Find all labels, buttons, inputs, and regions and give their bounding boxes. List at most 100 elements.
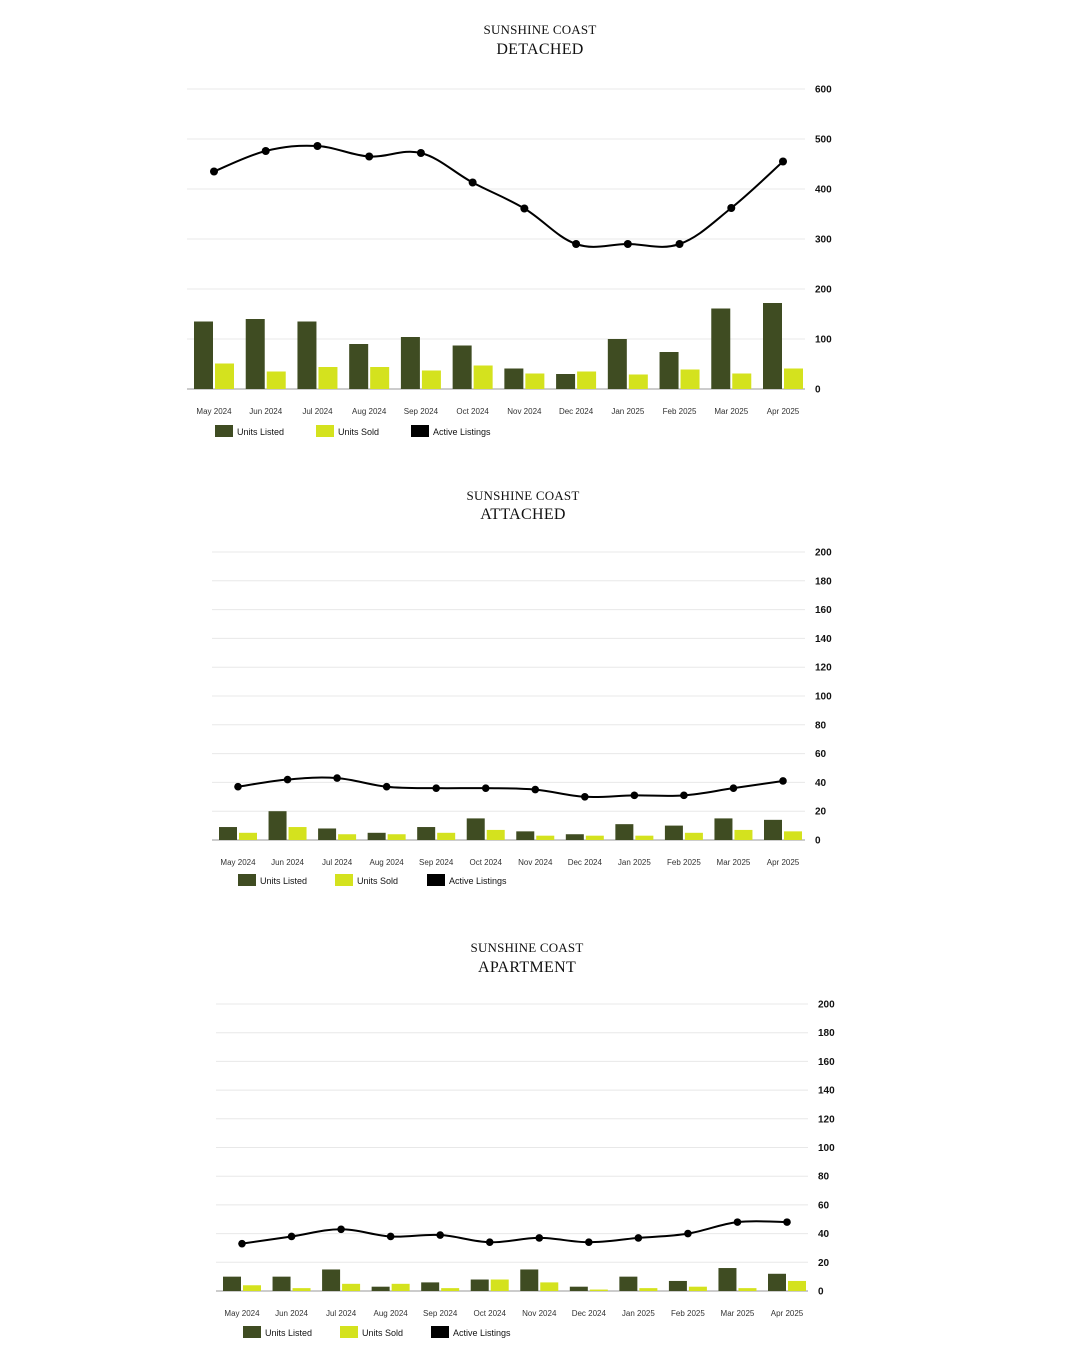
chart-legend: Units Listed Units Sold Active Listings: [243, 1325, 563, 1341]
bar-units-listed: [349, 344, 369, 389]
y-tick-label: 20: [815, 807, 827, 818]
y-tick-label: 100: [815, 692, 832, 703]
line-active-listings: [213, 144, 784, 248]
y-tick-label: 100: [818, 1143, 835, 1154]
y-tick-label: 80: [818, 1172, 830, 1183]
y-tick-label: 120: [815, 663, 832, 674]
legend-label-units-listed: Units Listed: [237, 427, 285, 437]
bar-units-sold: [732, 373, 752, 389]
y-tick-label: 160: [818, 1057, 835, 1068]
point-active-listings: [432, 784, 440, 792]
chart-attached: 0 20 40 60 80 100 120 140 160 180 200 May 2024 Jun 2…: [212, 548, 832, 867]
point-active-listings: [585, 1238, 593, 1247]
legend-label-units-sold: Units Sold: [357, 876, 399, 886]
legend-swatch-active: [431, 1326, 449, 1338]
x-tick-label: Jul 2024: [322, 858, 353, 867]
point-active-listings: [634, 1234, 643, 1242]
bar-units-listed: [400, 337, 420, 389]
bar-units-listed: [619, 1276, 638, 1291]
point-active-listings: [416, 149, 425, 157]
bar-units-listed: [297, 321, 317, 389]
bar-units-sold: [525, 373, 545, 389]
legend-swatch-active: [411, 425, 429, 437]
bar-units-listed: [452, 345, 472, 389]
bar-units-listed: [318, 828, 337, 840]
bar-units-sold: [540, 1282, 559, 1291]
bar-units-sold: [243, 1285, 261, 1291]
y-tick-label: 0: [818, 1287, 824, 1298]
y-tick-label: 140: [815, 634, 832, 645]
point-active-listings: [485, 1238, 494, 1247]
point-active-listings: [234, 782, 242, 791]
point-active-listings: [333, 774, 341, 782]
y-tick-label: 200: [815, 548, 832, 559]
bar-units-sold: [266, 371, 286, 389]
legend-swatch-sold: [340, 1326, 358, 1338]
bar-units-sold: [215, 363, 234, 389]
bar-units-sold: [589, 1289, 608, 1291]
x-tick-label: Aug 2024: [370, 858, 405, 867]
bar-units-listed: [194, 321, 213, 389]
chart-subtitle: SUNSHINE COAST: [466, 488, 580, 503]
point-active-listings: [779, 157, 787, 166]
bar-units-sold: [536, 835, 555, 840]
bar-units-sold: [784, 831, 802, 840]
bar-units-listed: [516, 831, 535, 840]
point-active-listings: [210, 167, 218, 176]
x-tick-label: Oct 2024: [473, 1309, 506, 1318]
bar-units-sold: [391, 1283, 410, 1291]
legend-label-active-listings: Active Listings: [433, 427, 491, 437]
point-active-listings: [382, 782, 391, 791]
chart-apartment: 0 20 40 60 80 100 120 140 160 180 200 May 2024 Jun 2…: [216, 1000, 835, 1318]
bar-units-sold: [684, 832, 703, 840]
bar-units-sold: [635, 835, 654, 840]
bar-units-sold: [437, 832, 456, 840]
x-tick-label: Jun 2024: [249, 407, 282, 416]
bar-units-sold: [421, 370, 441, 389]
x-tick-label: Oct 2024: [469, 858, 502, 867]
bar-units-listed: [223, 1276, 241, 1291]
point-active-listings: [733, 1218, 742, 1226]
y-tick-label: 180: [818, 1028, 835, 1039]
chart-legend: Units Listed Units Sold Active Listings: [238, 873, 558, 889]
chart-panel-detached: SUNSHINE COAST DETACHED 0 100 200 300 400 500…: [0, 0, 1080, 450]
point-active-listings: [572, 240, 581, 248]
bar-units-sold: [239, 832, 257, 840]
bar-units-listed: [417, 827, 436, 840]
legend-swatch-listed: [243, 1326, 261, 1338]
bar-units-listed: [367, 832, 386, 840]
bar-units-sold: [784, 368, 803, 389]
x-tick-label: Feb 2025: [667, 858, 701, 867]
point-active-listings: [468, 178, 477, 187]
point-active-listings: [727, 204, 736, 212]
chart-subtitle: SUNSHINE COAST: [470, 940, 584, 955]
x-tick-label: Jun 2024: [271, 858, 304, 867]
point-active-listings: [729, 784, 738, 792]
chart-title: DETACHED: [496, 41, 584, 58]
x-tick-label: Dec 2024: [559, 407, 594, 416]
y-tick-label: 200: [815, 285, 832, 296]
point-active-listings: [481, 784, 490, 792]
bar-units-sold: [441, 1288, 460, 1291]
y-tick-label: 100: [815, 335, 832, 346]
bar-units-listed: [466, 818, 485, 840]
bar-units-listed: [718, 1268, 737, 1291]
chart-subtitle: SUNSHINE COAST: [483, 22, 597, 37]
y-tick-label: 0: [815, 836, 821, 847]
bar-units-sold: [473, 365, 493, 389]
bar-units-sold: [639, 1288, 658, 1291]
x-tick-label: Aug 2024: [374, 1309, 409, 1318]
point-active-listings: [531, 785, 540, 794]
bar-units-listed: [322, 1269, 341, 1291]
bar-units-listed: [764, 819, 782, 840]
legend-swatch-listed: [238, 874, 256, 886]
bar-units-listed: [659, 352, 679, 389]
bar-units-sold: [688, 1286, 707, 1291]
y-tick-label: 600: [815, 85, 832, 96]
y-tick-label: 120: [818, 1114, 835, 1125]
legend-label-active-listings: Active Listings: [449, 876, 507, 886]
bar-units-sold: [387, 834, 406, 840]
x-tick-label: Jul 2024: [302, 407, 333, 416]
y-tick-label: 60: [815, 749, 827, 760]
x-tick-label: Sep 2024: [419, 858, 454, 867]
